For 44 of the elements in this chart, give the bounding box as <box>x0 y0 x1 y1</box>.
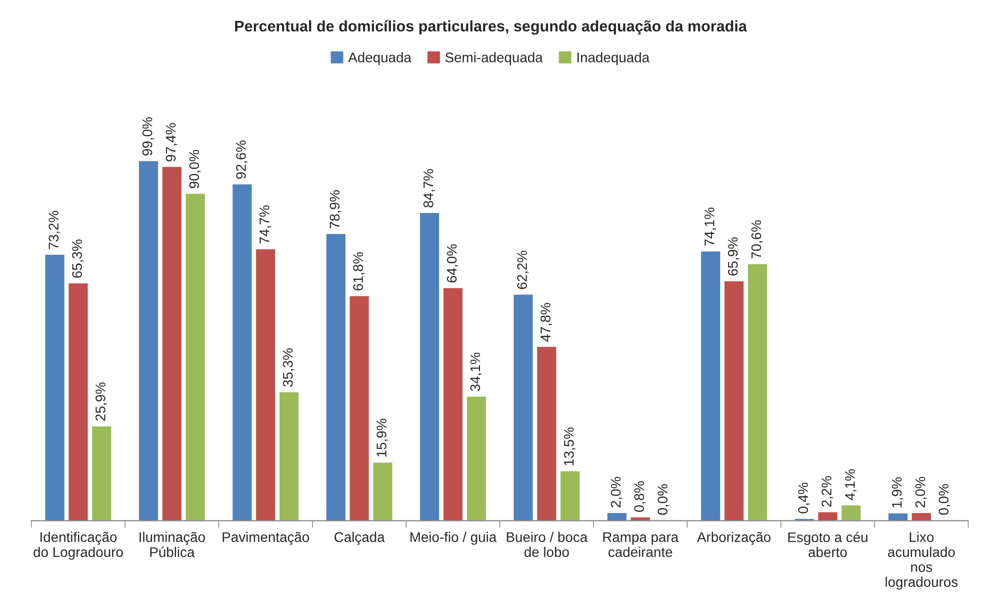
x-tick-label: Rampa para cadeirante <box>603 532 679 557</box>
x-tick-label: Iluminação Pública <box>140 532 205 558</box>
x-tick-label: Identificação do Logradouro <box>34 532 123 560</box>
data-label: 2,0% <box>610 476 622 508</box>
data-label: 61,8% <box>353 252 365 290</box>
data-label: 13,5% <box>564 427 576 466</box>
data-label: 1,9% <box>892 477 904 508</box>
data-label: 47,8% <box>540 303 552 342</box>
data-label: 84,7% <box>423 169 435 208</box>
x-tick-label: Bueiro / boca de lobo <box>506 532 588 557</box>
data-label: 62,2% <box>517 250 529 289</box>
data-label: 92,6% <box>236 140 248 179</box>
data-label: 64,0% <box>446 244 458 282</box>
data-label: 73,2% <box>48 210 60 250</box>
data-label: 74,7% <box>260 205 271 244</box>
x-tick-label: Lixo acumulado nos logradouros <box>886 532 958 590</box>
x-tick-label: Calçada <box>334 532 385 545</box>
data-label: 78,9% <box>330 190 342 228</box>
data-label: 0,0% <box>658 484 670 515</box>
data-label: 35,3% <box>282 348 294 387</box>
data-label: 99,0% <box>142 117 154 156</box>
x-tick-label: Arborização <box>697 532 771 545</box>
x-tick-label: Meio-fio / guia <box>410 532 497 545</box>
data-label: 74,1% <box>704 208 716 246</box>
data-label: 15,9% <box>376 418 388 457</box>
legend-label: Adequada <box>348 52 412 66</box>
data-label: 97,4% <box>166 123 178 162</box>
data-label: 2,0% <box>915 476 927 508</box>
data-label: 0,0% <box>938 484 950 515</box>
data-label: 2,2% <box>822 476 834 507</box>
data-label: 4,1% <box>845 469 857 500</box>
data-label: 25,9% <box>96 382 108 421</box>
x-tick-label: Pavimentação <box>222 532 310 545</box>
data-label: 90,0% <box>189 150 201 188</box>
data-label: 0,4% <box>798 482 810 514</box>
legend-label: Semi-adequada <box>445 52 543 66</box>
data-label: 65,9% <box>728 237 740 276</box>
data-label: 70,6% <box>751 220 763 258</box>
data-label: 65,3% <box>72 240 84 278</box>
chart-title: Percentual de domicílios particulares, segundo adequação da moradia <box>235 20 748 35</box>
data-label: 0,8% <box>634 481 646 512</box>
x-tick-label: Esgoto a céu aberto <box>788 532 868 558</box>
legend-label: Inadequada <box>577 52 650 66</box>
data-label: 34,1% <box>470 352 482 392</box>
